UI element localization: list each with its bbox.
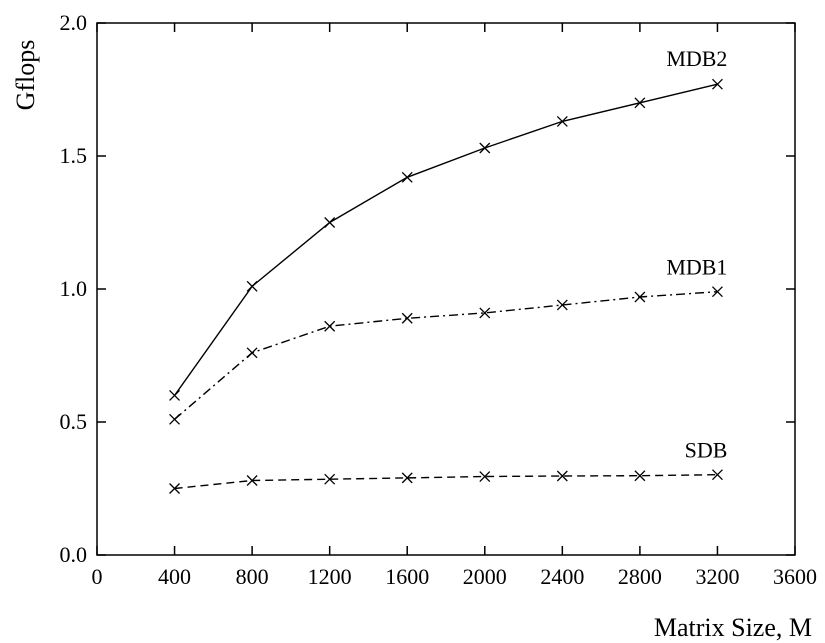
marker-stroke	[324, 217, 336, 228]
marker-stroke	[711, 469, 723, 481]
marker-stroke	[246, 280, 258, 292]
marker-stroke	[169, 389, 181, 401]
marker-stroke	[401, 312, 413, 324]
marker-stroke	[556, 115, 568, 127]
data-point-mdb1	[401, 312, 413, 324]
marker-stroke	[479, 471, 491, 482]
x-tick-label: 3200	[695, 564, 739, 589]
data-point-sdb	[401, 472, 413, 484]
marker-stroke	[711, 78, 723, 90]
data-point-mdb2	[324, 217, 336, 228]
data-point-mdb2	[246, 280, 258, 292]
data-point-sdb	[479, 471, 491, 482]
y-tick-label: 2.0	[60, 10, 88, 35]
x-tick-labels: 0 400 800 1200 1600 2000 2400 2800 3200 3600	[92, 564, 818, 589]
marker-stroke	[634, 470, 646, 482]
x-tick-label: 2000	[463, 564, 507, 589]
data-point-mdb1	[556, 299, 568, 311]
data-point-sdb	[169, 483, 181, 494]
data-point-mdb2	[556, 115, 568, 127]
marker-stroke	[711, 286, 723, 298]
marker-stroke	[246, 347, 258, 359]
y-tick-labels: 0.0 0.5 1.0 1.5 2.0	[60, 10, 88, 567]
marker-stroke	[401, 472, 413, 484]
marker-stroke	[634, 97, 646, 109]
marker-stroke	[169, 413, 181, 425]
y-tick-label: 1.0	[60, 276, 88, 301]
data-point-mdb1	[479, 307, 491, 319]
marker-stroke	[246, 475, 258, 486]
x-tick-label: 1200	[308, 564, 352, 589]
x-axis-label: Matrix Size, M	[654, 613, 812, 642]
data-point-sdb	[711, 469, 723, 481]
x-tick-label: 800	[236, 564, 269, 589]
x-tick-label: 2800	[618, 564, 662, 589]
data-point-mdb1	[246, 347, 258, 359]
series-line-mdb1	[174, 291, 718, 420]
y-tick-label: 0.5	[60, 409, 88, 434]
series-line-mdb2	[174, 83, 718, 396]
data-point-sdb	[634, 470, 646, 482]
series-lines	[174, 83, 718, 490]
series-label-mdb1: MDB1	[666, 255, 727, 280]
x-tick-label: 2400	[540, 564, 584, 589]
x-tick-label: 0	[92, 564, 103, 589]
marker-stroke	[324, 320, 336, 332]
data-point-sdb	[556, 470, 568, 482]
marker-stroke	[169, 483, 181, 494]
data-point-mdb1	[634, 291, 646, 303]
marker-stroke	[479, 142, 491, 154]
y-tick-label: 0.0	[60, 542, 88, 567]
data-point-mdb1	[169, 413, 181, 425]
data-point-mdb1	[711, 286, 723, 298]
marker-stroke	[324, 473, 336, 485]
x-tick-label: 400	[158, 564, 191, 589]
data-point-mdb2	[634, 97, 646, 109]
data-point-mdb2	[711, 78, 723, 90]
data-point-sdb	[324, 473, 336, 485]
plot-frame	[96, 22, 796, 556]
marker-stroke	[401, 171, 413, 183]
marker-stroke	[556, 470, 568, 482]
x-tick-label: 3600	[773, 564, 817, 589]
marker-stroke	[634, 291, 646, 303]
series-label-mdb2: MDB2	[666, 46, 727, 71]
series-labels: MDB2 MDB1 SDB	[666, 46, 727, 462]
series-markers	[169, 78, 723, 494]
data-point-mdb2	[479, 142, 491, 154]
y-tick-label: 1.5	[60, 143, 88, 168]
data-point-mdb1	[324, 320, 336, 332]
series-label-sdb: SDB	[685, 438, 728, 463]
data-point-mdb2	[169, 389, 181, 401]
data-point-mdb2	[401, 171, 413, 183]
y-axis-label: Gflops	[11, 40, 40, 111]
data-point-sdb	[246, 475, 258, 486]
axis-ticks	[96, 22, 796, 556]
marker-stroke	[479, 307, 491, 319]
marker-stroke	[556, 299, 568, 311]
x-tick-label: 1600	[385, 564, 429, 589]
